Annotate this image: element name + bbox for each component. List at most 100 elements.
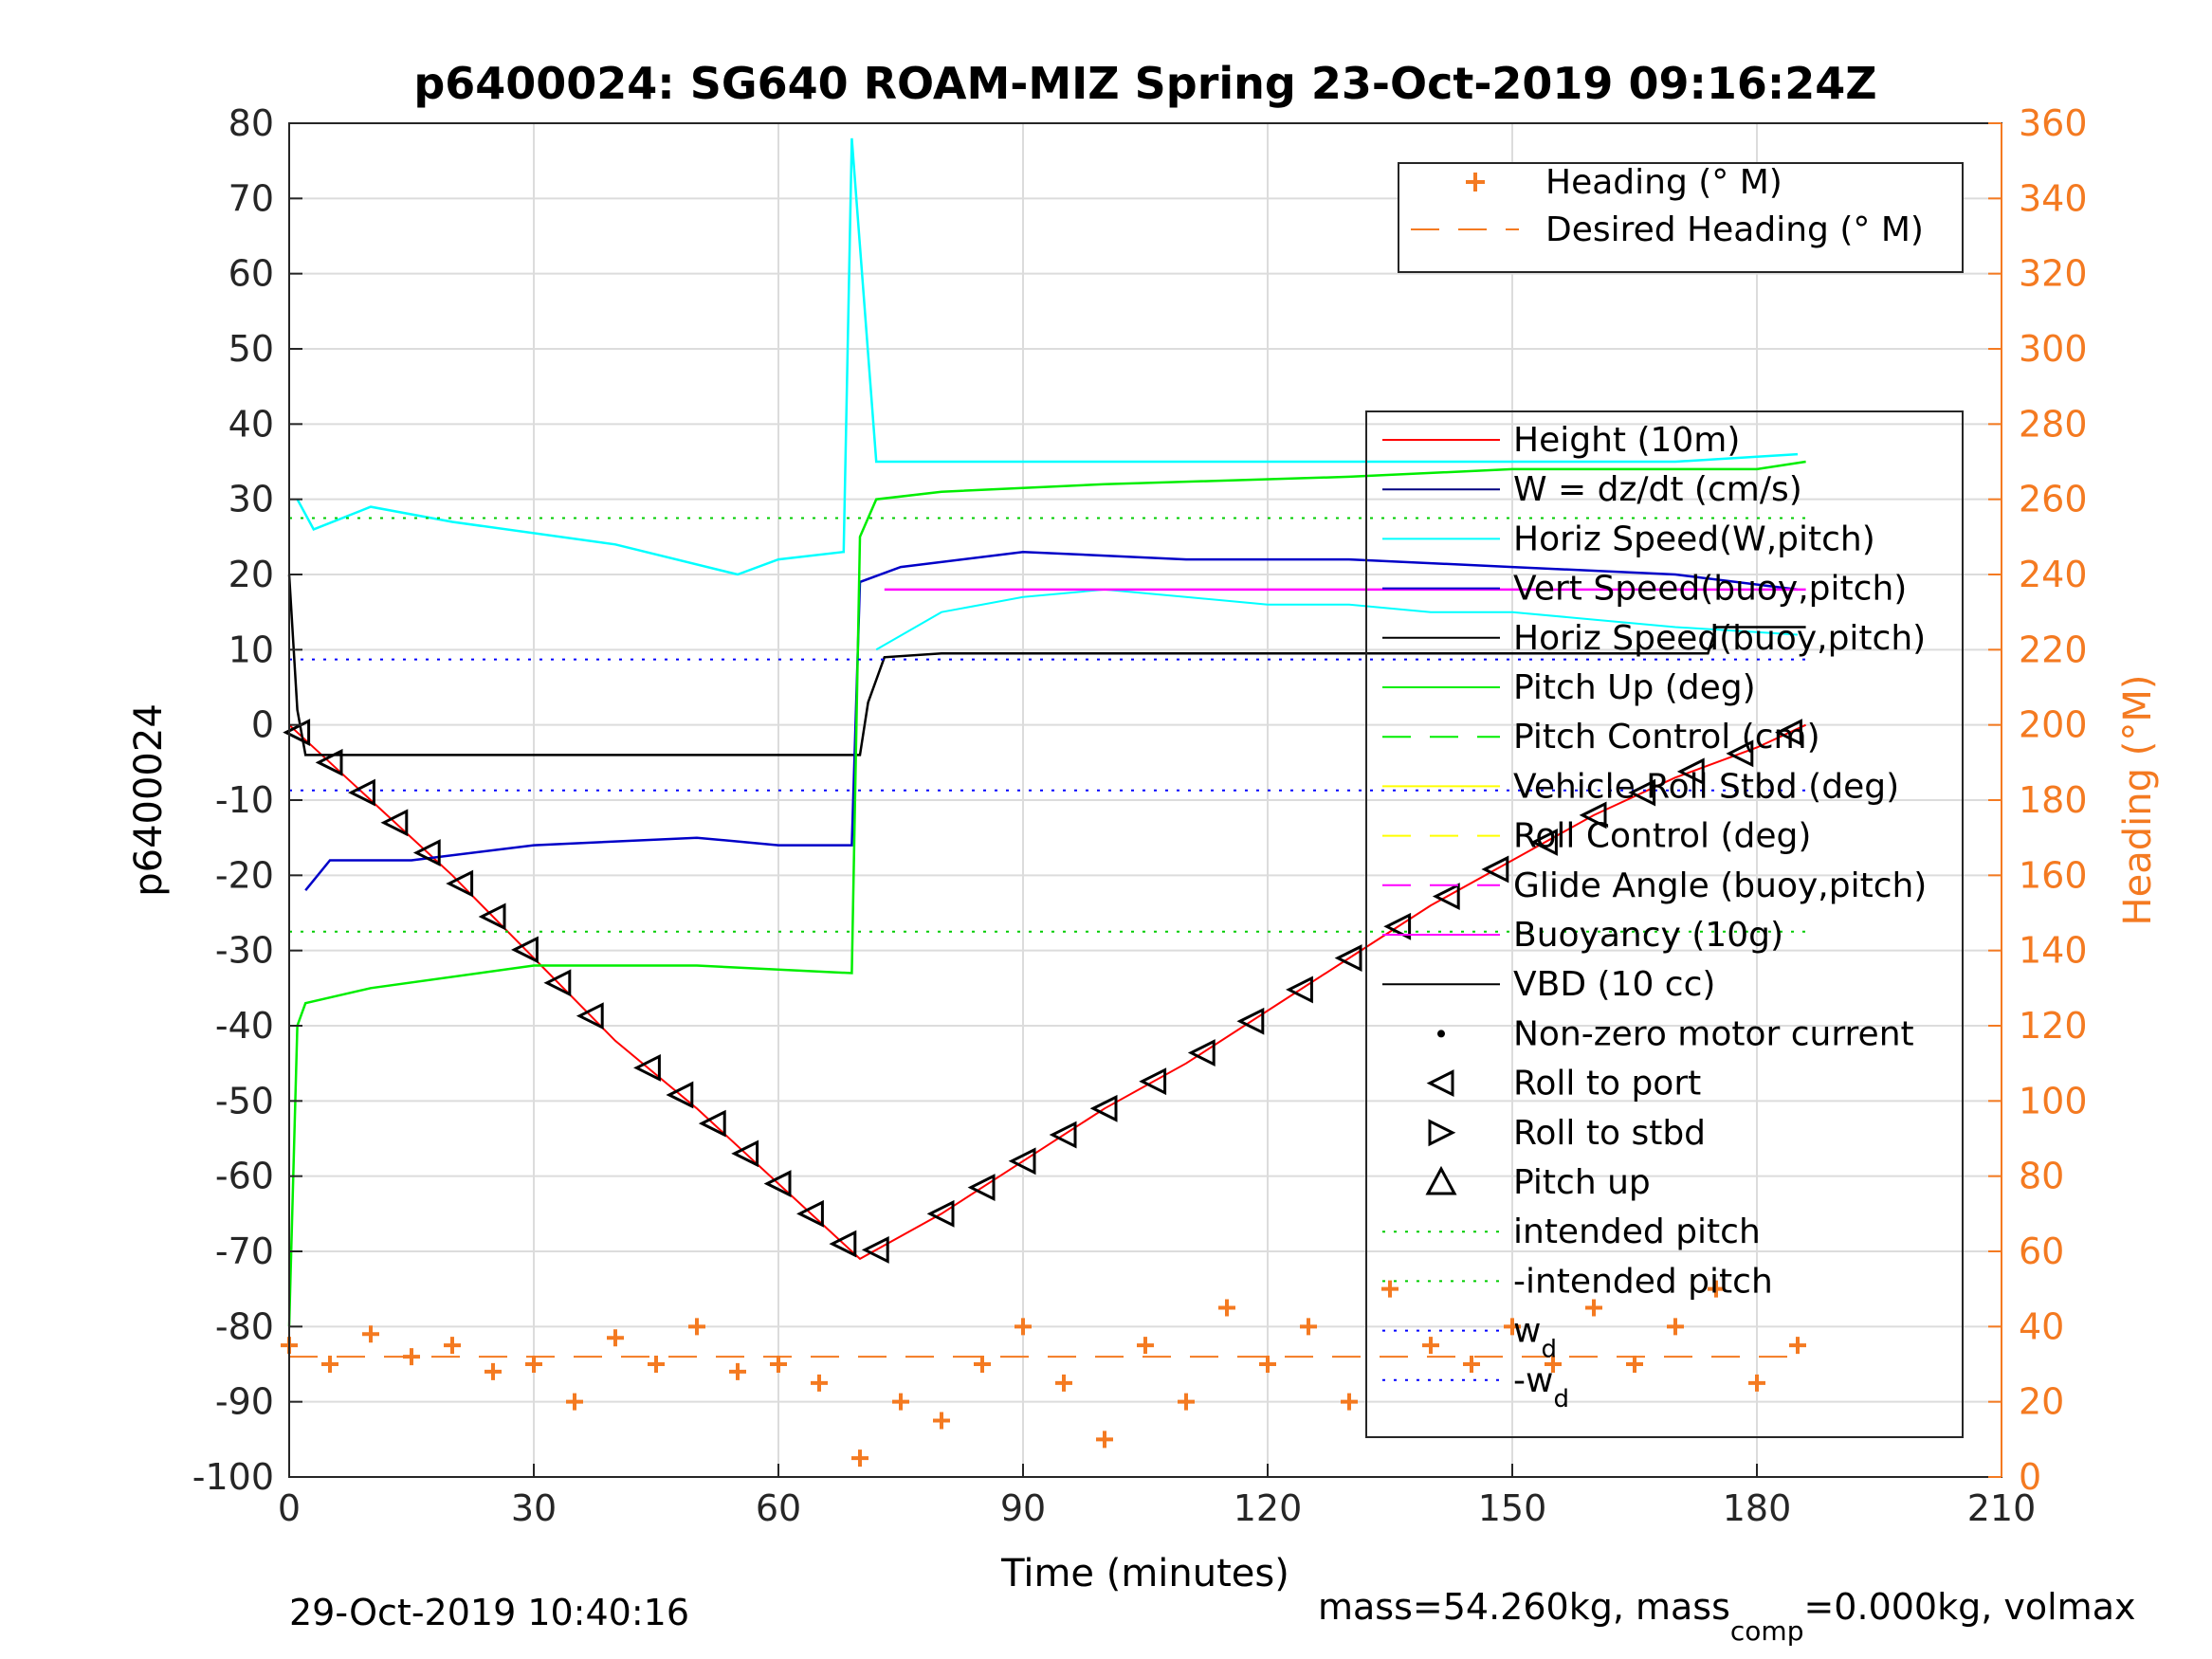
y-axis-label-right: Heading (°M) (2116, 675, 2160, 926)
x-tick-label: 210 (1967, 1487, 2037, 1529)
roll-to-port-marker (1236, 1007, 1265, 1035)
roll-to-port-marker (1481, 855, 1509, 884)
heading-point (1096, 1431, 1113, 1449)
series-line-horiz-speed-buoy-pitch (875, 588, 1799, 651)
main-legend-label: Glide Angle (buoy,pitch) (1513, 866, 1927, 905)
y-right-tick-label: 220 (2019, 629, 2088, 670)
roll-to-port-marker (446, 869, 474, 898)
roll-to-port-marker (926, 1199, 955, 1228)
roll-to-port-marker (1049, 1121, 1077, 1149)
x-tick-label: 90 (1000, 1487, 1046, 1529)
heading-point (851, 1449, 868, 1468)
main-legend-label-subscript: d (1553, 1385, 1569, 1413)
x-axis: 0 30 60 90 120 150 180 210 (278, 1464, 2036, 1529)
main-legend-label-text: Horiz Speed(buoy,pitch) (1513, 619, 1926, 658)
roll-to-port-marker (698, 1109, 726, 1138)
roll-to-port-marker (1628, 778, 1656, 807)
roll-to-port-marker (1676, 757, 1705, 786)
heading-point (1218, 1299, 1235, 1317)
roll-to-port-marker (967, 1174, 996, 1201)
y-right-tick-label: 300 (2019, 328, 2088, 370)
roll-to-port-marker (1579, 801, 1607, 830)
heading-point (1463, 1356, 1480, 1373)
y-left-tick-label: 10 (229, 629, 274, 670)
roll-to-port-marker (666, 1081, 694, 1109)
heading-point (362, 1325, 379, 1343)
heading-point (1055, 1374, 1072, 1392)
heading-point (1259, 1356, 1276, 1373)
heading-point (321, 1356, 338, 1373)
marker-layer (283, 719, 1802, 1264)
y-left-tick-label: 20 (229, 554, 274, 595)
heading-point (1789, 1337, 1806, 1355)
heading-legend-label: Heading (° M) (1545, 163, 1782, 202)
main-legend-label-text: -intended pitch (1513, 1262, 1773, 1301)
main-legend-label-text: intended pitch (1513, 1212, 1761, 1251)
y-right-tick-label: 180 (2019, 779, 2088, 821)
y-right-tick-label: 60 (2019, 1231, 2064, 1272)
roll-to-port-marker (348, 778, 375, 807)
x-axis-label: Time (minutes) (1000, 1552, 1289, 1595)
x-tick-label: 0 (278, 1487, 301, 1529)
main-legend-label: Roll Control (deg) (1513, 817, 1811, 856)
roll-to-port-marker (315, 748, 343, 776)
heading-point (1178, 1393, 1195, 1411)
x-tick-label: 180 (1723, 1487, 1792, 1529)
main-legend-label: Pitch Control (cm) (1513, 718, 1820, 757)
y-left-tick-label: -100 (192, 1456, 274, 1498)
legend-sample-up (1425, 1165, 1457, 1195)
heading-point (811, 1374, 828, 1392)
main-legend-label: wd (1513, 1312, 1557, 1364)
heading-point (1708, 1280, 1725, 1298)
heading-point (525, 1356, 542, 1373)
heading-point (1381, 1280, 1398, 1298)
series-line-pitch-up-deg (287, 460, 1806, 1327)
main-legend-label-text: W = dz/dt (cm/s) (1513, 470, 1802, 509)
roll-to-port-marker (1089, 1094, 1118, 1122)
y-left-tick-label: -80 (215, 1305, 274, 1347)
roll-to-port-marker (1334, 944, 1362, 973)
legend-sample-port (1426, 1069, 1454, 1098)
main-legend-label-text: Pitch Up (deg) (1513, 668, 1756, 707)
heading-point (484, 1362, 502, 1380)
main-legend-label: Roll to port (1513, 1065, 1701, 1103)
roll-to-port-marker (1775, 719, 1802, 747)
roll-to-port-marker (829, 1230, 857, 1258)
heading-point (1137, 1337, 1154, 1355)
heading-point (1341, 1393, 1358, 1411)
y-right-tick-label: 200 (2019, 704, 2088, 746)
main-legend-label-text: Roll to stbd (1513, 1114, 1706, 1153)
y-right-tick-label: 320 (2019, 253, 2088, 295)
heading-point (729, 1362, 746, 1380)
main-legend-label-text: w (1513, 1312, 1541, 1351)
roll-to-port-marker (1187, 1039, 1216, 1066)
y-axis-label-left: p6400024 (127, 703, 171, 897)
roll-to-port-marker (796, 1199, 824, 1228)
main-legend-label: VBD (10 cc) (1513, 965, 1715, 1004)
main-legend-label: Buoyancy (10g) (1513, 916, 1783, 955)
main-legend-label-text: VBD (10 cc) (1513, 965, 1715, 1004)
series-line-height-10m (288, 723, 1807, 1261)
roll-to-port-marker (380, 809, 409, 837)
roll-to-port-marker (1008, 1147, 1036, 1176)
main-legend-label-text: Buoyancy (10g) (1513, 916, 1783, 955)
main-legend-label: -intended pitch (1513, 1262, 1773, 1301)
heading-point (1545, 1356, 1562, 1373)
roll-to-port-marker (731, 1139, 759, 1168)
main-legend-label-text: Vehicle Roll Stbd (deg) (1513, 767, 1899, 806)
y-right-tick-label: 280 (2019, 403, 2088, 445)
heading-point (1504, 1318, 1521, 1336)
main-legend-label: Horiz Speed(buoy,pitch) (1513, 619, 1926, 658)
y-right-tick-label: 100 (2019, 1080, 2088, 1121)
y-left-tick-label: -70 (215, 1231, 274, 1272)
main-legend-label-text: Glide Angle (buoy,pitch) (1513, 866, 1927, 905)
roll-to-port-marker (861, 1235, 889, 1264)
heading-point (403, 1348, 420, 1366)
roll-to-port-marker (633, 1053, 661, 1082)
roll-to-port-marker (763, 1170, 792, 1198)
main-legend-label-text: -w (1513, 1361, 1553, 1400)
x-tick-label: 150 (1478, 1487, 1547, 1529)
main-legend-box (1365, 410, 1964, 1438)
y-left-tick-label: -60 (215, 1156, 274, 1197)
